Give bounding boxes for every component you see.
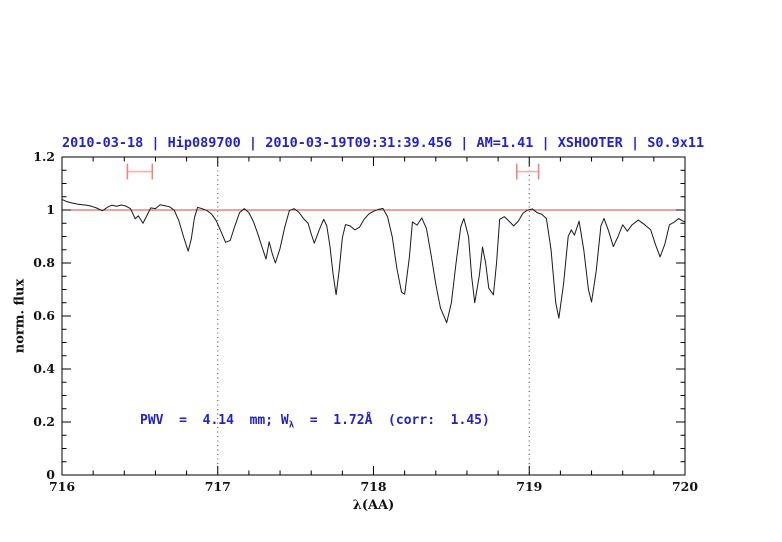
y-tick-label: 0.4 — [33, 361, 55, 376]
y-axis-label: norm. flux — [12, 278, 28, 354]
x-tick-label: 720 — [672, 479, 698, 494]
plot-title: 2010-03-18 | Hip089700 | 2010-03-19T09:3… — [62, 135, 705, 151]
x-tick-label: 717 — [205, 479, 231, 494]
x-tick-label: 716 — [49, 479, 75, 494]
y-tick-label: 0.8 — [33, 255, 55, 270]
x-tick-label: 718 — [360, 479, 386, 494]
y-tick-label: 0 — [46, 467, 55, 482]
y-tick-label: 1.2 — [33, 149, 55, 164]
y-tick-label: 0.6 — [33, 308, 55, 323]
spectrum-path — [61, 198, 686, 324]
x-tick-label: 719 — [516, 479, 542, 494]
y-tick-label: 1 — [46, 202, 55, 217]
y-tick-label: 0.2 — [33, 414, 55, 429]
pwv-annotation: PWV = 4.14 mm; Wλ = 1.72Å (corr: 1.45) — [140, 413, 490, 431]
pwv-annotation-part1: PWV = 4.14 mm; W — [140, 413, 289, 428]
x-axis-label: λ(AA) — [352, 498, 395, 513]
pwv-annotation-lambda-subscript: λ — [288, 420, 295, 431]
pwv-annotation-part2: = 1.72Å (corr: 1.45) — [294, 413, 490, 428]
